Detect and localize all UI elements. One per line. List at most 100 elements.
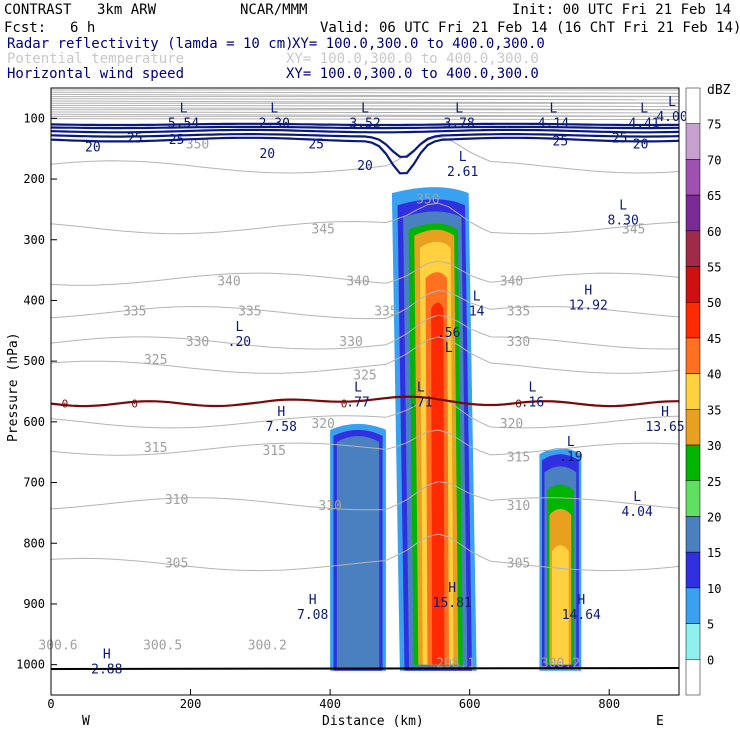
extremum-type: .56 (437, 326, 460, 341)
fcst-label: Fcst: (4, 20, 46, 36)
extremum-value: 4.41 (628, 116, 659, 131)
field-name-reflectivity: Radar reflectivity (lamda = 10 cm) (7, 36, 294, 52)
extremum-value: 13.65 (645, 420, 684, 435)
extremum-type: L (549, 101, 557, 116)
colorbar-swatch (685, 480, 701, 517)
x-tick-label: 200 (180, 697, 202, 711)
freezing-level-label: 0 (131, 398, 138, 411)
theta-label: 350 (416, 192, 439, 207)
model-label: CONTRAST (4, 2, 72, 18)
ground-line (50, 667, 680, 670)
colorbar-tick-label: 5 (707, 618, 714, 632)
colorbar-tick-label: 30 (707, 439, 721, 453)
extremum-type: L (459, 150, 467, 165)
colorbar-swatch (685, 587, 701, 624)
extremum-type: L (180, 101, 188, 116)
colorbar-tick-label: 45 (707, 332, 721, 346)
colorbar-swatch (685, 87, 701, 124)
theta-label: 335 (374, 305, 397, 320)
stratosphere-theta-line (50, 91, 680, 94)
theta-label: 298.1 (436, 657, 475, 672)
extremum-type: L (354, 381, 362, 396)
extremum-type: L (473, 289, 481, 304)
extremum-type: L (529, 381, 537, 396)
theta-contour-315 (50, 429, 680, 456)
init-label: Init: 00 UTC Fri 21 Feb 14 (512, 2, 731, 18)
field-name-wind: Horizontal wind speed (7, 66, 184, 82)
colorbar-tick-label: 70 (707, 153, 721, 167)
extremum-value: 7.08 (297, 608, 328, 623)
extremum-type: L (567, 435, 575, 450)
extremum-type: L (619, 198, 627, 213)
colorbar-tick-label: 25 (707, 475, 721, 489)
theta-label: 340 (346, 274, 369, 289)
theta-label: 325 (144, 353, 167, 368)
stratosphere-theta-line (50, 107, 680, 111)
stratosphere-theta-line (50, 98, 680, 101)
x-tick-label: 800 (598, 697, 620, 711)
theta-label: 345 (311, 223, 334, 238)
reflectivity-band-45dbz (431, 302, 445, 665)
field-xy-theta: XY= 100.0,300.0 to 400.0,300.0 (286, 51, 539, 67)
y-tick-label: 400 (23, 293, 45, 307)
extremum-type: H (309, 593, 317, 608)
x-axis-title: Distance (km) (322, 714, 424, 729)
theta-contour-320 (50, 397, 680, 429)
colorbar-swatch (685, 194, 701, 232)
freezing-level-label: 0 (341, 398, 348, 411)
extremum-value: 5.54 (168, 116, 199, 131)
wind-contour-line (50, 133, 680, 158)
extremum-type: L (640, 101, 648, 116)
theta-label: 350 (186, 138, 209, 153)
wind-contour-line (50, 128, 680, 134)
theta-label: 305 (165, 557, 188, 572)
extremum-type: L (668, 95, 676, 110)
theta-label: 335 (507, 305, 530, 320)
y-tick-label: 700 (23, 476, 45, 490)
extremum-type: H (448, 581, 456, 596)
extremum-value: 4.04 (621, 505, 652, 520)
colorbar-tick-label: 20 (707, 510, 721, 524)
colorbar-tick-label: 55 (707, 261, 721, 275)
extremum-type: L (235, 320, 243, 335)
y-tick-label: 100 (23, 111, 45, 125)
theta-label: 345 (622, 223, 645, 238)
extremum-type: H (661, 405, 669, 420)
extremum-value: .19 (559, 450, 582, 465)
colorbar-tick-label: 50 (707, 296, 721, 310)
extremum-value: 12.92 (569, 298, 608, 313)
y-tick-label: 500 (23, 354, 45, 368)
extremum-value: 4.00 (656, 110, 687, 125)
x-tick-label: 400 (319, 697, 341, 711)
colorbar-swatch (685, 551, 701, 589)
plot-frame (50, 87, 680, 696)
org-label: NCAR/MMM (240, 2, 307, 18)
x-tick-label: 0 (47, 697, 54, 711)
theta-contour-330 (50, 314, 680, 350)
wind-label: 25 (169, 133, 185, 148)
colorbar-swatch (685, 444, 701, 482)
theta-label: 335 (123, 305, 146, 320)
freezing-level-label: 0 (62, 398, 69, 411)
extrema-labels: L5.54L2.30L3.52L3.78L4.14L4.41L4.00L2.61… (91, 95, 687, 677)
extremum-type: H (277, 405, 285, 420)
extremum-value: .71 (409, 396, 432, 411)
extremum-value: 8.30 (608, 213, 639, 228)
freezing-level: 0 0 0 0 (50, 395, 680, 411)
wind-contour-line (50, 125, 680, 130)
extremum-type: L (417, 381, 425, 396)
wind-label: 25 (612, 132, 628, 147)
field-name-theta: Potential temperature (7, 51, 184, 67)
theta-contour-335 (50, 289, 680, 320)
theta-label: 310 (165, 493, 188, 508)
theta-label: 300.6 (38, 638, 77, 653)
colorbar-swatch (685, 159, 701, 196)
theta-label: 300.5 (143, 638, 182, 653)
colorbar-tick-label: 65 (707, 189, 721, 203)
extremum-type: H (584, 283, 592, 298)
y-tick-label: 600 (23, 415, 45, 429)
colorbar-swatch (685, 301, 701, 339)
extremum-value: 2.30 (259, 116, 290, 131)
wind-contour-line (50, 136, 680, 175)
